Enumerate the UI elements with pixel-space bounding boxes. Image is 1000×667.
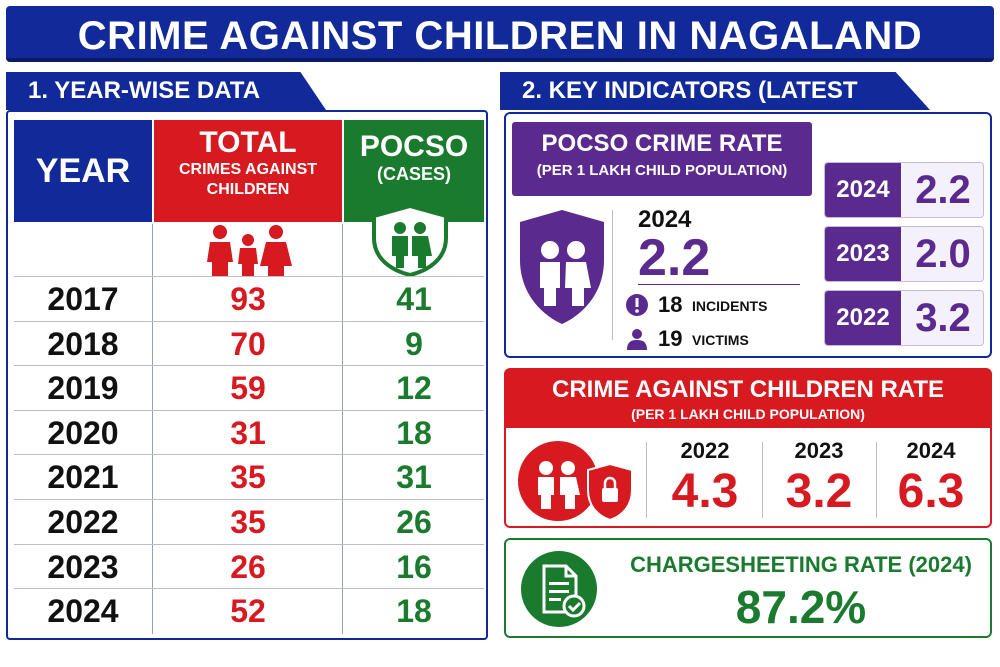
table-row: 2023 26 16 xyxy=(14,543,484,588)
pocso-history-year: 2022 xyxy=(825,291,901,345)
cac-year-2023: 2023 3.2 xyxy=(764,436,874,522)
column-divider xyxy=(152,224,153,634)
children-lock-icon xyxy=(518,441,633,522)
cac-rate-header: CRIME AGAINST CHILDREN RATE (PER 1 LAKH … xyxy=(506,370,990,428)
year-cell: 2022 xyxy=(47,504,119,540)
pocso-cases-cell: 12 xyxy=(396,370,432,407)
cac-year-2022: 2022 4.3 xyxy=(650,436,760,522)
pocso-history-year: 2024 xyxy=(825,163,901,217)
total-crimes-cell: 35 xyxy=(230,459,266,496)
incidents-stat: 18 INCIDENTS xyxy=(626,292,796,318)
section-key-indicators-label: 2. KEY INDICATORS (LATEST YEARS) xyxy=(500,72,930,110)
pocso-current-year: 2024 xyxy=(638,206,692,233)
pocso-column-header: POCSO (CASES) xyxy=(344,120,484,222)
year-cell: 2017 xyxy=(47,281,119,317)
person-icon xyxy=(627,329,647,350)
cac-year-label: 2023 xyxy=(794,438,844,463)
pocso-cases-cell: 18 xyxy=(396,414,432,451)
pocso-cases-cell: 31 xyxy=(396,459,432,496)
total-crimes-cell: 70 xyxy=(230,325,266,362)
children-shield-icon xyxy=(520,210,604,324)
victims-stat: 19 VICTIMS xyxy=(626,326,796,352)
total-column-header: TOTAL CRIMES AGAINST CHILDREN xyxy=(154,120,342,222)
pocso-history-item: 2023 2.0 xyxy=(824,226,984,282)
pocso-cases-cell: 18 xyxy=(396,593,432,630)
pocso-crime-rate-card: POCSO CRIME RATE (PER 1 LAKH CHILD POPUL… xyxy=(504,112,992,358)
pocso-cases-cell: 9 xyxy=(405,325,423,362)
pocso-header-title: POCSO xyxy=(359,130,469,163)
section-year-wise-label: 1. YEAR-WISE DATA xyxy=(6,72,326,110)
cac-year-2024: 2024 6.3 xyxy=(876,436,986,522)
total-crimes-cell: 52 xyxy=(230,593,266,630)
year-column-header: YEAR xyxy=(14,120,152,222)
pocso-history-value: 2.2 xyxy=(915,168,971,212)
pocso-header-subtitle: (CASES) xyxy=(376,164,451,184)
exclamation-icon xyxy=(626,294,648,316)
year-wise-table: YEAR TOTAL CRIMES AGAINST CHILDREN POCSO… xyxy=(6,110,488,640)
year-cell: 2021 xyxy=(47,459,119,496)
total-header-subtitle: CRIMES AGAINST CHILDREN xyxy=(178,161,318,198)
total-crimes-cell: 35 xyxy=(230,504,266,540)
cac-year-value: 4.3 xyxy=(671,465,739,518)
column-divider xyxy=(342,224,343,634)
divider xyxy=(646,442,647,518)
cac-rate-subtitle: (PER 1 LAKH CHILD POPULATION) xyxy=(631,406,865,422)
cac-year-value: 3.2 xyxy=(785,465,853,518)
year-cell: 2023 xyxy=(47,548,119,585)
pocso-rate-header: POCSO CRIME RATE (PER 1 LAKH CHILD POPUL… xyxy=(512,122,812,196)
total-crimes-cell: 26 xyxy=(230,548,266,585)
chargesheeting-value: 87.2% xyxy=(735,581,867,633)
title-banner: CRIME AGAINST CHILDREN IN NAGALAND xyxy=(6,6,994,62)
table-row: 2024 52 18 xyxy=(14,588,484,632)
total-crimes-cell: 59 xyxy=(230,370,266,407)
chargesheeting-label: CHARGESHEETING RATE (2024) xyxy=(630,552,972,577)
year-cell: 2020 xyxy=(47,414,119,451)
document-check-icon xyxy=(521,551,597,627)
protected-children-shield-icon xyxy=(372,204,448,276)
divider xyxy=(876,442,877,518)
pocso-current-rate: 2.2 xyxy=(638,229,711,287)
crime-against-children-rate-card: CRIME AGAINST CHILDREN RATE (PER 1 LAKH … xyxy=(504,368,992,528)
table-row: 2022 35 26 xyxy=(14,499,484,543)
pocso-history-year: 2023 xyxy=(825,227,901,281)
table-row: 2017 93 41 xyxy=(14,276,484,320)
cac-year-value: 6.3 xyxy=(897,465,965,518)
divider xyxy=(762,442,763,518)
table-row: 2021 35 31 xyxy=(14,454,484,498)
year-cell: 2024 xyxy=(47,593,119,630)
pocso-history-value: 2.0 xyxy=(915,232,971,276)
total-crimes-cell: 93 xyxy=(230,281,266,317)
victims-count: 19 xyxy=(658,326,683,351)
pocso-history-item: 2024 2.2 xyxy=(824,162,984,218)
pocso-rate-title: POCSO CRIME RATE xyxy=(541,130,783,157)
page-title: CRIME AGAINST CHILDREN IN NAGALAND xyxy=(77,14,923,58)
total-header-title: TOTAL xyxy=(199,126,297,159)
incidents-label: INCIDENTS xyxy=(692,298,768,314)
cac-year-label: 2024 xyxy=(906,438,956,463)
divider xyxy=(612,210,613,340)
pocso-rate-subtitle: (PER 1 LAKH CHILD POPULATION) xyxy=(536,162,788,179)
incidents-count: 18 xyxy=(658,292,683,317)
divider xyxy=(638,284,800,285)
table-row: 2018 70 9 xyxy=(14,320,484,365)
pocso-cases-cell: 16 xyxy=(396,548,432,585)
family-icon xyxy=(207,225,292,276)
table-row: 2020 31 18 xyxy=(14,409,484,454)
pocso-cases-cell: 41 xyxy=(396,281,432,317)
pocso-cases-cell: 26 xyxy=(396,504,432,540)
year-cell: 2019 xyxy=(47,370,119,407)
pocso-history-item: 2022 3.2 xyxy=(824,290,984,346)
year-cell: 2018 xyxy=(47,325,119,362)
chargesheeting-rate-card: CHARGESHEETING RATE (2024) 87.2% xyxy=(504,538,992,638)
cac-rate-title: CRIME AGAINST CHILDREN RATE xyxy=(552,376,944,403)
cac-year-label: 2022 xyxy=(680,438,730,463)
pocso-history-value: 3.2 xyxy=(915,296,971,340)
total-crimes-cell: 31 xyxy=(230,414,266,451)
victims-label: VICTIMS xyxy=(692,332,749,348)
table-row: 2019 59 12 xyxy=(14,365,484,409)
